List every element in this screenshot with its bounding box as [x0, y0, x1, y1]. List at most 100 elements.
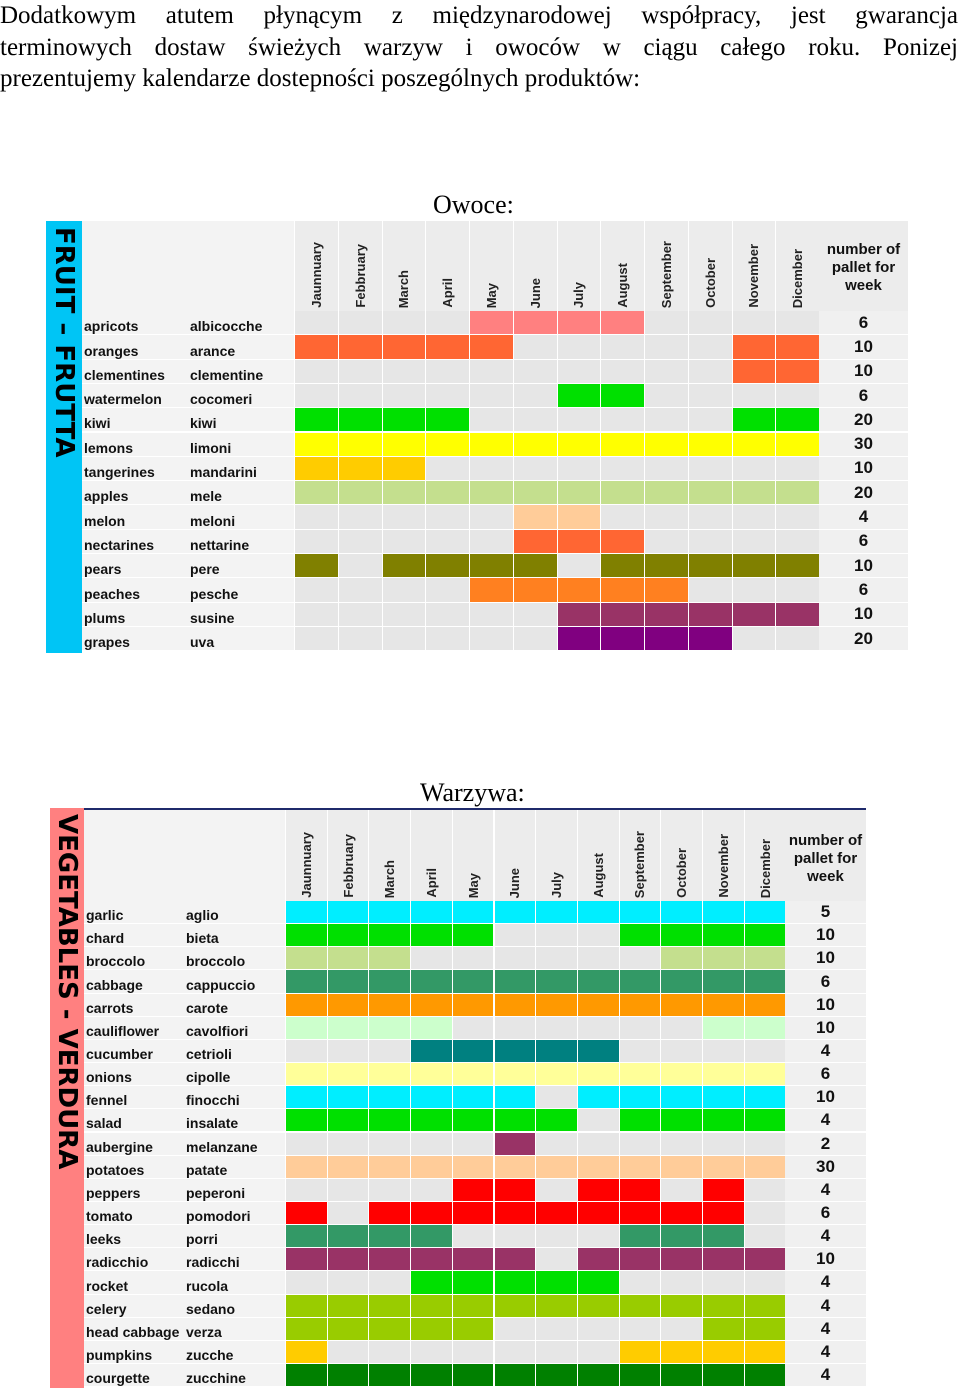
month-label: June — [507, 867, 523, 898]
availability-cell-july — [535, 947, 577, 971]
availability-cell-march — [368, 924, 411, 948]
availability-cell-febbruary — [326, 947, 369, 971]
table-row: leeks porri 4 — [84, 1225, 866, 1249]
availability-cell-april — [425, 578, 469, 603]
availability-cell-febbruary — [337, 408, 382, 433]
month-header-jaunnuary: Jaunnuary — [294, 221, 338, 311]
row-name-english: leeks — [86, 1231, 122, 1248]
availability-cell-may — [451, 1155, 494, 1179]
availability-cell-june — [493, 1248, 536, 1272]
pallet-count: 10 — [785, 1016, 866, 1040]
pallet-count: 10 — [785, 947, 866, 971]
row-name-italian: albicocche — [190, 318, 263, 335]
availability-cell-jaunnuary — [285, 970, 327, 994]
row-label-background — [84, 1039, 285, 1064]
availability-cell-dicember — [743, 1063, 786, 1087]
availability-cell-dicember — [775, 602, 819, 627]
availability-cell-febbruary — [337, 311, 382, 336]
availability-cell-march — [368, 1109, 411, 1133]
availability-cell-dicember — [775, 311, 819, 336]
availability-cell-october — [660, 1294, 702, 1318]
availability-cell-jaunnuary — [294, 554, 338, 579]
availability-cell-jaunnuary — [285, 1271, 327, 1295]
availability-cell-september — [644, 602, 688, 627]
row-name-italian: patate — [186, 1161, 228, 1178]
availability-cell-march — [368, 1178, 411, 1202]
row-name-italian: nettarine — [190, 536, 250, 553]
availability-cell-september — [618, 1039, 661, 1064]
month-header-august: August — [576, 810, 619, 901]
availability-cell-june — [493, 1271, 536, 1295]
availability-cell-november — [702, 1248, 744, 1272]
availability-cell-july — [556, 456, 601, 482]
month-header-july: July — [535, 810, 577, 901]
availability-cell-october — [660, 1317, 702, 1341]
availability-cell-may — [451, 1364, 494, 1388]
availability-cell-march — [368, 1063, 411, 1087]
availability-cell-september — [618, 1178, 661, 1202]
availability-cell-june — [512, 456, 557, 482]
row-label-background — [82, 481, 294, 506]
availability-cell-febbruary — [337, 578, 382, 603]
availability-cell-october — [687, 311, 732, 336]
availability-cell-november — [731, 529, 776, 554]
row-label-background — [82, 578, 294, 603]
availability-cell-june — [493, 1317, 536, 1341]
availability-cell-march — [368, 1016, 411, 1040]
availability-cell-june — [512, 432, 557, 457]
availability-cell-november — [731, 335, 776, 360]
availability-cell-febbruary — [326, 924, 369, 948]
availability-cell-febbruary — [326, 993, 369, 1017]
availability-cell-june — [512, 554, 557, 579]
availability-cell-august — [576, 1317, 619, 1341]
availability-cell-jaunnuary — [294, 481, 338, 506]
row-name-english: head cabbage — [86, 1323, 180, 1340]
row-name-english: rocket — [86, 1277, 129, 1294]
availability-cell-febbruary — [337, 505, 382, 530]
availability-cell-may — [451, 1178, 494, 1202]
availability-cell-dicember — [743, 924, 786, 948]
row-name-english: watermelon — [84, 391, 162, 408]
availability-cell-july — [556, 311, 601, 336]
row-name-english: potatoes — [86, 1161, 145, 1178]
availability-cell-febbruary — [326, 1248, 369, 1272]
month-label: May — [483, 282, 499, 308]
row-name-english: apples — [84, 488, 129, 505]
availability-cell-november — [702, 924, 744, 948]
availability-cell-febbruary — [337, 554, 382, 579]
availability-cell-febbruary — [326, 1317, 369, 1341]
availability-cell-may — [469, 311, 513, 336]
availability-cell-march — [381, 335, 426, 360]
row-name-italian: radicchi — [186, 1254, 240, 1271]
row-name-italian: carote — [186, 999, 229, 1016]
availability-cell-febbruary — [326, 1016, 369, 1040]
availability-cell-september — [618, 1086, 661, 1110]
availability-cell-febbruary — [337, 456, 382, 482]
pallet-count: 4 — [785, 1294, 866, 1318]
availability-cell-october — [660, 947, 702, 971]
table-row: oranges arance 10 — [82, 335, 908, 360]
row-name-english: apricots — [84, 318, 139, 335]
row-label-background — [84, 1271, 285, 1295]
availability-cell-august — [576, 1178, 619, 1202]
availability-cell-febbruary — [337, 335, 382, 360]
month-label: May — [465, 872, 481, 898]
availability-cell-dicember — [743, 1340, 786, 1364]
pallet-count: 5 — [785, 901, 866, 925]
availability-cell-march — [368, 1294, 411, 1318]
row-name-italian: bieta — [186, 930, 219, 947]
row-name-italian: mele — [190, 488, 222, 505]
row-name-italian: meloni — [190, 512, 236, 529]
availability-cell-jaunnuary — [285, 924, 327, 948]
availability-cell-march — [368, 970, 411, 994]
availability-cell-febbruary — [326, 1201, 369, 1226]
row-name-italian: pesche — [190, 585, 239, 602]
availability-cell-may — [451, 901, 494, 925]
availability-cell-october — [660, 1271, 702, 1295]
pallet-count: 4 — [785, 1225, 866, 1249]
availability-cell-dicember — [775, 554, 819, 579]
availability-cell-november — [731, 481, 776, 506]
month-label: April — [440, 278, 456, 308]
row-name-italian: susine — [190, 609, 235, 626]
availability-cell-october — [660, 1063, 702, 1087]
